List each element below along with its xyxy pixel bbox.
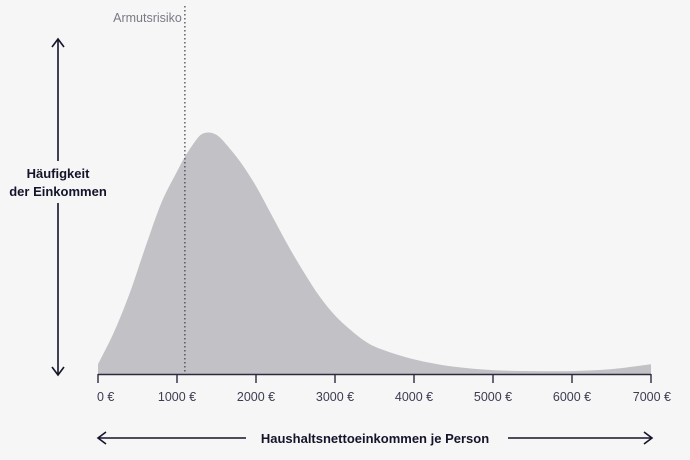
y-axis-arrow: [51, 37, 65, 377]
x-tick-label: 1000 €: [158, 390, 196, 404]
x-tick-label: 7000 €: [633, 390, 671, 404]
income-distribution-area: [98, 132, 651, 374]
y-arrow-down-icon: [51, 366, 65, 377]
x-tick-label: 3000 €: [316, 390, 354, 404]
x-arrow-left-icon: [96, 431, 107, 445]
x-tick-label: 5000 €: [474, 390, 512, 404]
poverty-risk-label: Armutsrisiko: [113, 11, 182, 25]
x-tick-label: 4000 €: [395, 390, 433, 404]
xlabel-background: [246, 428, 508, 448]
x-arrow-right-icon: [643, 431, 654, 445]
y-axis-label-line-1: Häufigkeit: [27, 166, 91, 181]
x-tick-label: 6000 €: [553, 390, 591, 404]
x-tick-label: 0 €: [97, 390, 114, 404]
x-tick-label: 2000 €: [237, 390, 275, 404]
x-axis-label: Haushaltsnettoeinkommen je Person: [261, 431, 489, 446]
x-axis-ticks: 0 € 1000 € 2000 € 3000 € 4000 € 5000 € 6000 € 7…: [97, 374, 671, 404]
y-axis-label-line-2: der Einkommen: [9, 184, 107, 199]
y-arrow-up-icon: [51, 37, 65, 48]
ylabel-background: [8, 161, 110, 203]
